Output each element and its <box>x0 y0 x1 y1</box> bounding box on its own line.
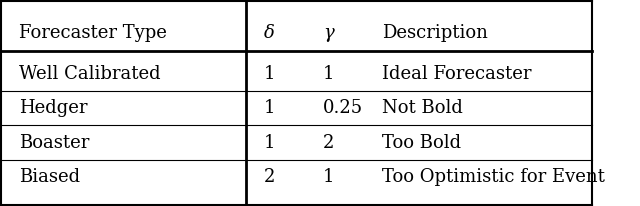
Text: 1: 1 <box>264 99 276 117</box>
Text: Forecaster Type: Forecaster Type <box>19 24 167 42</box>
Text: Ideal Forecaster: Ideal Forecaster <box>382 64 532 83</box>
Text: Not Bold: Not Bold <box>382 99 463 117</box>
Text: Hedger: Hedger <box>19 99 88 117</box>
Text: 2: 2 <box>264 168 275 186</box>
Text: δ: δ <box>264 24 275 42</box>
Text: Boaster: Boaster <box>19 134 90 152</box>
Text: Well Calibrated: Well Calibrated <box>19 64 161 83</box>
Text: 0.25: 0.25 <box>323 99 364 117</box>
Text: Description: Description <box>382 24 488 42</box>
Text: 1: 1 <box>323 168 335 186</box>
Text: 2: 2 <box>323 134 335 152</box>
Text: 1: 1 <box>323 64 335 83</box>
Text: Too Bold: Too Bold <box>382 134 461 152</box>
Text: Biased: Biased <box>19 168 80 186</box>
Text: 1: 1 <box>264 64 276 83</box>
Text: γ: γ <box>323 24 334 42</box>
Text: 1: 1 <box>264 134 276 152</box>
Text: Too Optimistic for Event: Too Optimistic for Event <box>382 168 605 186</box>
